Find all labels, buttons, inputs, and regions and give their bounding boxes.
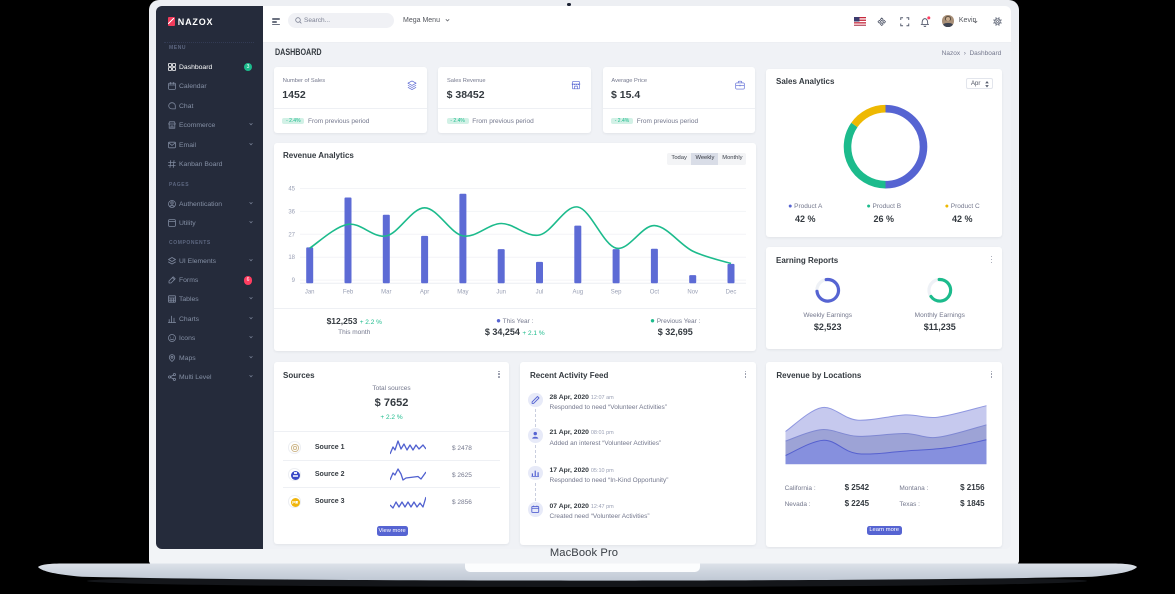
svg-text:May: May — [457, 290, 468, 296]
svg-text:Aug: Aug — [572, 290, 583, 296]
svg-text:18: 18 — [288, 255, 295, 261]
svg-text:Dec: Dec — [726, 290, 737, 296]
svg-text:Sep: Sep — [611, 290, 622, 296]
svg-text:Jun: Jun — [496, 290, 506, 296]
svg-text:Nov: Nov — [687, 290, 698, 296]
svg-text:Jul: Jul — [536, 290, 544, 296]
svg-text:45: 45 — [288, 187, 295, 193]
svg-text:Jan: Jan — [305, 290, 315, 296]
svg-text:Mar: Mar — [381, 290, 391, 296]
svg-text:Feb: Feb — [343, 290, 354, 296]
svg-text:Oct: Oct — [650, 290, 660, 296]
svg-text:27: 27 — [288, 232, 295, 238]
svg-text:9: 9 — [292, 278, 296, 284]
svg-text:Apr: Apr — [420, 290, 429, 296]
svg-text:36: 36 — [288, 210, 295, 216]
